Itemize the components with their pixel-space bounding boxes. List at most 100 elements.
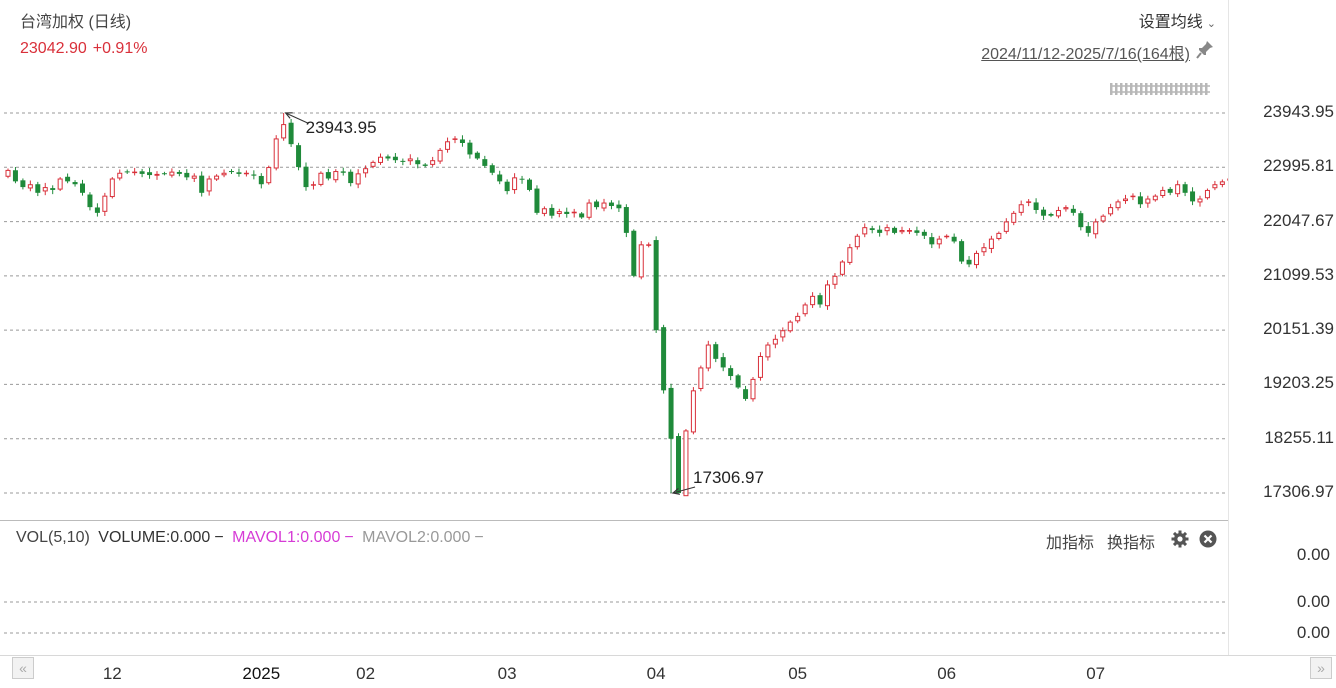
drag-handle-tick <box>1120 83 1123 95</box>
candle-body <box>161 173 167 175</box>
candle-body <box>616 204 622 209</box>
annotation-arrowhead <box>671 487 681 495</box>
candle-body <box>191 175 197 179</box>
candle-body <box>5 169 11 177</box>
annotation-arrowhead <box>284 112 293 119</box>
candle-body <box>1152 195 1158 201</box>
candle-body <box>169 171 175 176</box>
candle-body <box>631 230 637 276</box>
candle-body <box>1018 204 1024 213</box>
candle-body <box>1041 209 1047 216</box>
candle-body <box>854 235 860 248</box>
x-tick-label: 2025 <box>242 664 281 683</box>
candle-body <box>42 187 48 192</box>
candle-body <box>310 184 316 186</box>
mavol1-value: MAVOL1:0.000 <box>232 529 341 546</box>
candle-body <box>20 180 26 188</box>
candle-body <box>273 138 279 169</box>
scroll-left-button[interactable]: « <box>12 657 34 679</box>
drag-handle-tick <box>1155 83 1158 95</box>
y-tick-label: 23943.95 <box>1263 102 1334 121</box>
y-tick-label: 17306.97 <box>1263 482 1334 501</box>
candle-body <box>400 160 406 162</box>
candle-body <box>683 430 689 497</box>
annotation-arrow <box>672 486 696 494</box>
candle-body <box>914 230 920 233</box>
candle-body <box>765 344 771 358</box>
candle-body <box>988 238 994 249</box>
scroll-right-button[interactable]: » <box>1310 657 1332 679</box>
drag-handle-tick <box>1165 83 1168 95</box>
candle-body <box>869 228 875 231</box>
price-axis: 23943.95 22995.81 22047.67 21099.53 20151.39… <box>1263 102 1334 501</box>
mavol1-dash: − <box>344 529 354 546</box>
candle-body <box>936 238 942 245</box>
annotation-arrow <box>285 112 308 124</box>
volume-grid <box>4 601 1228 634</box>
candle-body <box>65 176 71 182</box>
drag-handle-icon[interactable] <box>1110 82 1210 96</box>
add-indicator-button[interactable]: 加指标 <box>1046 535 1095 552</box>
candle-body <box>780 330 786 338</box>
volume-legend: VOL(5,10) VOLUME:0.000− MAVOL1:0.000− MA… <box>16 529 488 547</box>
candle-body <box>117 172 123 179</box>
axis-divider <box>1228 0 1229 655</box>
candle-body <box>810 295 816 306</box>
y-tick-label: 22995.81 <box>1263 156 1334 176</box>
y-tick-label: 18255.11 <box>1264 427 1334 447</box>
x-tick-label: 12 <box>102 664 122 683</box>
candle-body <box>1145 198 1151 204</box>
candle-body <box>750 378 756 400</box>
candle-body <box>668 387 674 439</box>
ma-setting-button[interactable]: 设置均线 ⌄ <box>1139 8 1216 32</box>
candle-body <box>899 230 905 233</box>
candle-body <box>601 202 607 209</box>
candle-body <box>892 227 898 233</box>
date-range-link[interactable]: 2024/11/12-2025/7/16(164根) <box>981 46 1190 63</box>
drag-handle-tick <box>1115 83 1118 95</box>
candle-body <box>1175 184 1181 195</box>
candle-body <box>549 207 555 216</box>
candle-body <box>355 173 361 185</box>
candlestick-chart[interactable]: 23943.95 17306.97 <box>0 0 1228 520</box>
drag-handle-tick <box>1195 83 1198 95</box>
candle-body <box>646 244 652 246</box>
candles <box>5 113 1228 497</box>
candle-body <box>862 227 868 235</box>
candle-body <box>1219 181 1225 185</box>
candle-body <box>1033 202 1039 210</box>
candle-body <box>1160 189 1166 197</box>
candle-body <box>154 173 160 176</box>
candle-body <box>825 284 830 307</box>
candle-body <box>489 165 495 173</box>
candle-body <box>87 194 93 208</box>
candle-body <box>929 237 935 245</box>
candle-body <box>370 161 376 167</box>
drag-handle-tick <box>1185 83 1188 95</box>
candle-body <box>877 229 883 233</box>
candle-body <box>638 244 644 278</box>
candle-body <box>266 167 272 184</box>
change-percent: +0.91% <box>92 40 148 57</box>
candle-body <box>802 304 808 315</box>
candle-body <box>981 247 987 253</box>
drag-handle-tick <box>1130 83 1133 95</box>
candle-body <box>214 175 220 180</box>
candle-body <box>944 235 950 238</box>
candle-body <box>363 168 369 174</box>
candle-body <box>951 236 957 242</box>
y-tick-label: 21099.53 <box>1263 264 1334 284</box>
candle-body <box>1190 191 1196 202</box>
close-icon[interactable] <box>1198 529 1218 549</box>
candle-body <box>199 175 205 193</box>
candle-body <box>340 171 346 173</box>
drag-handle-tick <box>1150 83 1153 95</box>
candle-body <box>534 188 540 213</box>
switch-indicator-button[interactable]: 换指标 <box>1107 535 1156 552</box>
candle-body <box>1100 215 1106 222</box>
gear-icon[interactable] <box>1170 529 1190 549</box>
pin-icon[interactable] <box>1196 40 1214 60</box>
candle-body <box>281 124 287 139</box>
candle-body <box>102 195 108 212</box>
drag-handle-tick <box>1110 83 1113 95</box>
